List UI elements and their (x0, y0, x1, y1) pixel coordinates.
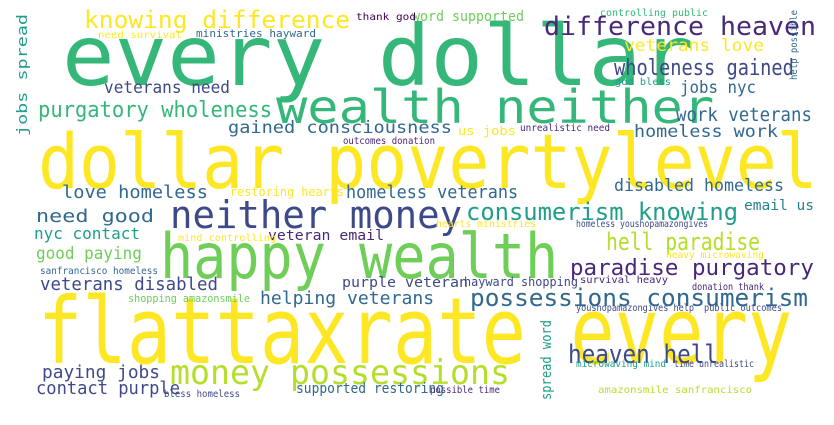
cloud-word: time unrealistic (674, 359, 754, 370)
cloud-word: jobs spread (15, 13, 31, 137)
cloud-word: knowing difference (84, 6, 351, 34)
cloud-word: word supported (412, 9, 524, 25)
cloud-word: wealth neither (276, 80, 715, 134)
cloud-word: money possessions (170, 353, 510, 393)
cloud-word: restoring hearts (230, 185, 344, 199)
cloud-word: purgatory wholeness (38, 98, 273, 123)
cloud-word: veterans need (104, 78, 231, 98)
cloud-word: possessions consumerism (470, 284, 808, 312)
cloud-word: veterans disabled (40, 274, 218, 295)
cloud-word: homeless youshopamazongives (576, 219, 709, 230)
cloud-word: ministries hayward (196, 27, 317, 40)
cloud-word: happy wealth (160, 220, 559, 293)
cloud-word: wholeness gained (614, 56, 794, 81)
cloud-word: jobs nyc (680, 78, 756, 98)
cloud-word: homeless work (634, 122, 778, 142)
cloud-word: mind controlling (178, 233, 276, 244)
cloud-word: public outcomes (704, 303, 783, 314)
cloud-word: god bless (615, 77, 671, 88)
cloud-word: need survival (98, 30, 182, 41)
cloud-word: shopping amazonsmile (128, 292, 250, 305)
cloud-word: work veterans (676, 104, 812, 126)
cloud-word: gained consciousness (228, 118, 452, 138)
cloud-word: consumerism knowing (466, 198, 739, 226)
cloud-word: possible time (430, 385, 500, 396)
cloud-word: controlling public (600, 8, 709, 19)
cloud-word: thank god (356, 12, 416, 23)
cloud-word: supported restoring (296, 381, 444, 397)
cloud-word: need good (36, 206, 155, 227)
cloud-word: nyc contact (34, 224, 140, 243)
cloud-word: help possible (789, 10, 800, 80)
cloud-word: contact purple (36, 378, 180, 399)
cloud-word: amazonsmile sanfrancisco (598, 385, 753, 396)
cloud-word: veterans love (624, 36, 764, 56)
cloud-word: difference heaven (544, 12, 816, 42)
cloud-word: hell paradise (606, 228, 761, 256)
cloud-word: homeless veterans (346, 182, 519, 203)
cloud-word: hayward shopping (464, 275, 578, 289)
cloud-word: flattaxrate every (38, 278, 793, 385)
cloud-word: paradise purgatory (570, 256, 814, 281)
cloud-word: veteran email (268, 228, 385, 244)
cloud-word: hearts ministries (436, 219, 537, 230)
cloud-word: love homeless (62, 182, 208, 203)
cloud-word: sanfrancisco homeless (40, 266, 158, 277)
cloud-word: bless homeless (164, 389, 241, 400)
cloud-word: paying jobs (42, 362, 161, 383)
cloud-word: us jobs (458, 124, 517, 138)
cloud-word: donation thank (692, 282, 764, 293)
cloud-word: heavy microwaving (666, 250, 764, 261)
cloud-word: email us (744, 198, 815, 214)
cloud-word: disabled homeless (614, 176, 784, 196)
cloud-word: outcomes donation (343, 136, 436, 147)
cloud-word: microwaving mind (576, 359, 666, 370)
cloud-word: youshopamazongives help (576, 303, 694, 314)
cloud-word: good paying (36, 244, 142, 264)
cloud-word: purple veteran (342, 275, 469, 291)
cloud-word: every dollar (62, 7, 694, 105)
cloud-word: heaven hell (568, 340, 718, 370)
cloud-word: survival heavy (580, 275, 669, 286)
cloud-word: unrealistic need (520, 123, 610, 134)
cloud-word: neither money (170, 193, 463, 237)
cloud-word: spread word (539, 319, 555, 400)
cloud-word: dollar povertylevel (38, 117, 818, 206)
cloud-word: helping veterans (260, 288, 435, 309)
